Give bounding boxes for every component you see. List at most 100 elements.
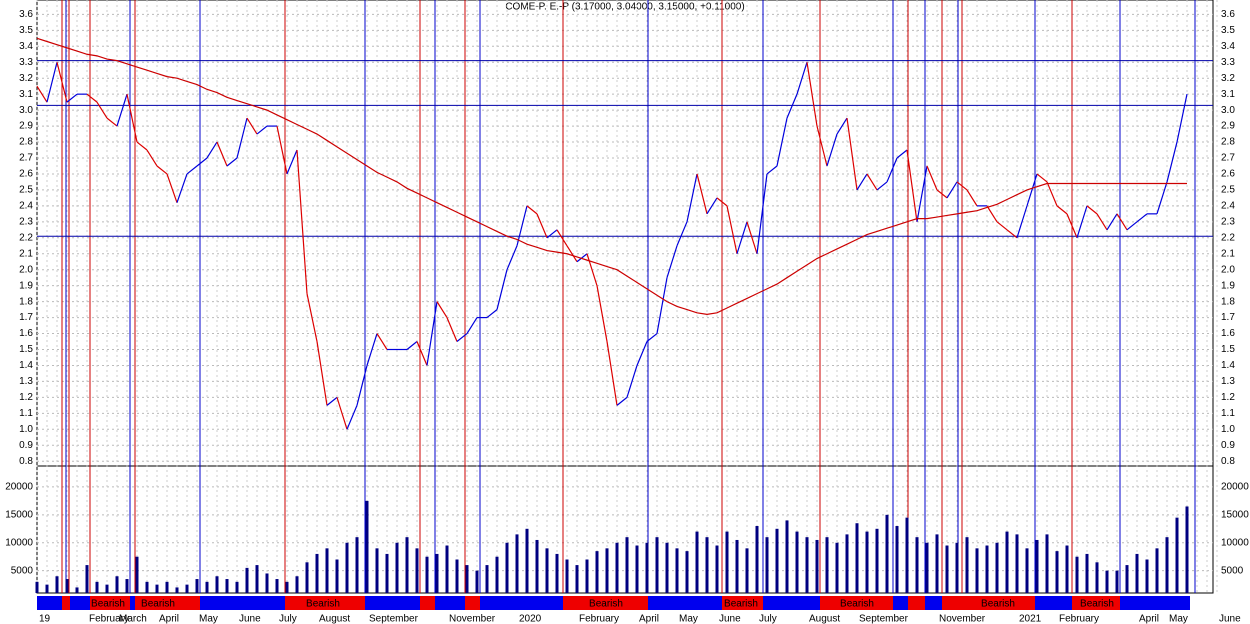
y-tick-label-right: 3.0	[1221, 105, 1235, 116]
price-segment	[656, 277, 668, 334]
price-segment	[896, 149, 908, 159]
regime-band	[130, 596, 135, 610]
y-tick-label-right: 2.8	[1221, 137, 1235, 148]
price-segment	[1096, 213, 1108, 231]
regime-band	[420, 596, 435, 610]
price-segment	[646, 333, 658, 342]
chart-title: COME-P. E.-P (3.17000, 3.04000, 3.15000,…	[505, 2, 744, 13]
volume-bar	[95, 581, 99, 593]
volume-tick-label-right: 5000	[1221, 565, 1244, 576]
volume-bar	[55, 576, 59, 593]
regime-band	[563, 596, 648, 610]
price-segment	[176, 173, 188, 203]
y-tick-label-right: 1.7	[1221, 312, 1235, 323]
x-tick-label: June	[1219, 614, 1241, 624]
price-segment	[276, 125, 288, 175]
price-segment	[1156, 181, 1168, 215]
regime-band	[893, 596, 908, 610]
y-tick-label-right: 0.9	[1221, 440, 1235, 451]
volume-bar	[1145, 559, 1149, 593]
price-segment	[66, 93, 78, 103]
price-segment	[876, 181, 888, 191]
volume-bar	[115, 576, 119, 593]
volume-bar	[425, 556, 429, 593]
volume-bar	[475, 570, 479, 593]
y-tick-label-right: 1.9	[1221, 280, 1235, 291]
x-tick-label: July	[279, 614, 297, 624]
price-segment	[96, 101, 108, 119]
price-segment	[1166, 141, 1178, 183]
volume-bar	[875, 528, 879, 593]
y-tick-label: 2.2	[19, 232, 33, 243]
volume-bar	[505, 542, 509, 593]
volume-bar	[815, 539, 819, 593]
price-segment	[496, 269, 508, 310]
volume-bar	[1135, 553, 1139, 593]
volume-bar	[1015, 534, 1019, 593]
volume-bar	[755, 526, 759, 593]
x-tick-label: 19	[39, 614, 51, 624]
volume-bar	[85, 565, 89, 593]
y-tick-label: 1.0	[19, 424, 33, 435]
volume-bar	[205, 581, 209, 593]
x-tick-label: September	[859, 614, 909, 624]
y-tick-label: 1.6	[19, 328, 33, 339]
volume-bar	[35, 581, 39, 593]
y-tick-label-right: 1.8	[1221, 296, 1235, 307]
regime-band	[648, 596, 722, 610]
volume-bar	[1045, 534, 1049, 593]
price-segment	[1086, 205, 1098, 215]
y-tick-label-right: 2.9	[1221, 121, 1235, 132]
volume-bar	[495, 556, 499, 593]
y-tick-label: 1.9	[19, 280, 33, 291]
volume-bar	[405, 537, 409, 593]
regime-band	[70, 596, 90, 610]
regime-label: Bearish	[1080, 599, 1114, 610]
volume-tick-label: 15000	[5, 509, 33, 520]
price-segment	[426, 301, 438, 366]
volume-tick-label: 5000	[11, 565, 34, 576]
price-segment	[746, 221, 758, 254]
regime-band	[1035, 596, 1072, 610]
volume-bar	[1175, 517, 1179, 593]
volume-bar	[615, 542, 619, 593]
y-tick-label: 2.7	[19, 153, 33, 164]
volume-bar	[985, 545, 989, 593]
price-segment	[556, 229, 568, 247]
price-segment	[566, 245, 578, 263]
volume-bar	[685, 551, 689, 593]
price-segment	[326, 396, 338, 406]
volume-bar	[125, 579, 129, 593]
regime-band	[200, 596, 285, 610]
volume-bar	[1125, 565, 1129, 593]
price-segment	[576, 253, 588, 263]
volume-bar	[955, 542, 959, 593]
regime-band	[925, 596, 942, 610]
volume-bar	[765, 537, 769, 593]
moving-average-line	[36, 37, 1187, 315]
price-segment	[786, 93, 798, 119]
volume-bar	[245, 567, 249, 593]
x-tick-label: September	[369, 614, 419, 624]
price-segment	[516, 205, 528, 246]
y-tick-label: 1.2	[19, 392, 33, 403]
volume-bar	[75, 587, 79, 593]
price-segment	[886, 157, 898, 183]
y-tick-label-right: 1.0	[1221, 424, 1235, 435]
regime-band	[1120, 596, 1190, 610]
x-tick-label: April	[159, 614, 179, 624]
price-segment	[456, 333, 468, 342]
y-tick-label-right: 3.3	[1221, 57, 1235, 68]
volume-bar	[825, 537, 829, 593]
volume-bar	[885, 514, 889, 593]
regime-band	[365, 596, 420, 610]
volume-bar	[345, 542, 349, 593]
regime-band	[942, 596, 1035, 610]
volume-bar	[1065, 545, 1069, 593]
y-tick-label-right: 1.1	[1221, 408, 1235, 419]
volume-panel	[36, 465, 1214, 594]
price-segment	[1136, 213, 1148, 223]
price-segment	[486, 309, 498, 319]
x-tick-label: 2020	[519, 614, 542, 624]
price-segment	[966, 189, 978, 207]
